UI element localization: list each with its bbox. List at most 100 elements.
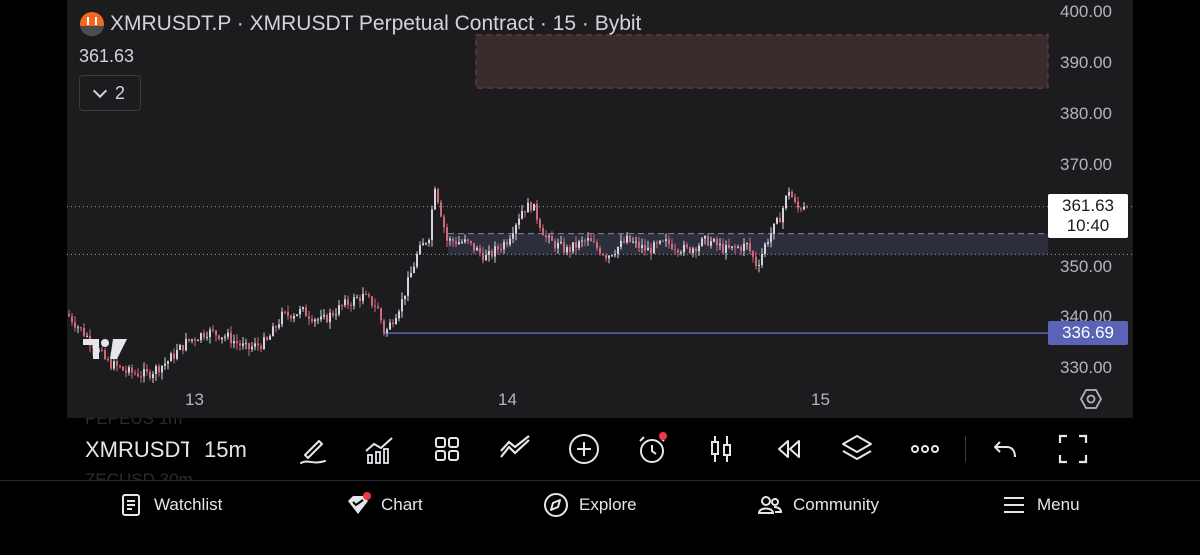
candle-body (500, 249, 502, 251)
candle-body (359, 297, 361, 302)
alert-icon[interactable] (634, 431, 670, 467)
candle-body (200, 333, 202, 341)
undo-icon[interactable] (987, 431, 1023, 467)
nav-chart[interactable]: Chart (345, 492, 423, 517)
candle-body (572, 242, 574, 252)
more-icon[interactable] (907, 431, 943, 467)
candle-body (665, 239, 667, 241)
candle-body (149, 371, 151, 379)
price-chart[interactable] (67, 0, 1133, 418)
candle-body (674, 249, 676, 251)
add-icon[interactable] (566, 431, 602, 467)
candle-body (425, 243, 427, 245)
replay-icon[interactable] (770, 431, 806, 467)
candle-body (209, 329, 211, 337)
candle-body (599, 248, 601, 255)
candle-body (722, 243, 724, 253)
candle-body (488, 250, 490, 255)
candle-body (764, 243, 766, 254)
candle-type-icon[interactable] (703, 431, 739, 467)
candle-body (800, 208, 802, 210)
candle-body (353, 297, 355, 306)
candle-body (416, 253, 418, 267)
candle-body (191, 339, 193, 341)
nav-community-label: Community (793, 495, 879, 514)
candle-body (227, 332, 229, 337)
nav-menu-label: Menu (1037, 495, 1080, 514)
candle-body (677, 249, 679, 253)
candle-body (689, 247, 691, 254)
candle-body (530, 202, 532, 211)
nav-menu[interactable]: Menu (1001, 493, 1080, 517)
candle-body (746, 243, 748, 245)
candle-body (314, 319, 316, 322)
candle-body (533, 203, 535, 211)
candle-body (692, 248, 694, 254)
candle-body (485, 254, 487, 261)
candle-body (80, 327, 82, 329)
layers-icon[interactable] (839, 431, 875, 467)
candle-body (608, 255, 610, 259)
candle-body (68, 313, 70, 317)
compare-icon[interactable] (497, 431, 533, 467)
candle-body (281, 311, 283, 325)
candle-body (326, 314, 328, 323)
candle-body (452, 238, 454, 242)
chevron-down-icon (92, 83, 108, 98)
candle-body (476, 247, 478, 251)
candle-body (398, 311, 400, 319)
candle-body (362, 293, 364, 302)
price-tick: 350.00 (1060, 257, 1112, 276)
candle-body (101, 349, 103, 351)
candle-body (659, 240, 661, 244)
candle-body (773, 223, 775, 234)
nav-watchlist[interactable]: Watchlist (118, 493, 222, 517)
symbol-title[interactable]: XMRUSDT.P · XMRUSDT Perpetual Contract ·… (110, 12, 642, 35)
candle-body (404, 295, 406, 300)
candle-body (617, 246, 619, 254)
candle-body (671, 243, 673, 250)
compass-icon (544, 493, 568, 517)
candle-body (83, 327, 85, 337)
candle-body (554, 240, 556, 249)
candle-body (305, 307, 307, 317)
nav-explore[interactable]: Explore (543, 493, 637, 517)
candle-body (518, 218, 520, 225)
candle-body (758, 264, 760, 266)
candle-body (641, 245, 643, 248)
layouts-icon[interactable] (429, 431, 465, 467)
candle-body (287, 311, 289, 316)
candle-body (389, 322, 391, 330)
chart-tab-icon (348, 492, 371, 514)
candle-body (782, 208, 784, 223)
interval-selector[interactable]: 15m (204, 437, 247, 462)
candle-body (680, 252, 682, 254)
indicators-toggle-button[interactable]: 2 (79, 75, 141, 111)
candle-body (632, 241, 634, 243)
candle-body (194, 339, 196, 341)
candle-body (233, 341, 235, 344)
candle-body (593, 241, 595, 243)
candle-body (467, 239, 469, 241)
toolbar-divider (965, 436, 966, 462)
draw-icon[interactable] (295, 431, 331, 467)
candle-body (212, 329, 214, 331)
chart-panel[interactable] (67, 0, 1133, 418)
watchlist-ghost-below: ZECUSD 30m (85, 470, 193, 480)
price-tick: 390.00 (1060, 53, 1112, 72)
candle-body (569, 247, 571, 252)
candle-body (614, 253, 616, 256)
price-tick: 330.00 (1060, 358, 1112, 377)
candle-body (548, 236, 550, 238)
watchlist-icon (122, 494, 140, 516)
symbol-selector[interactable]: XMRUSDT (85, 437, 189, 462)
indicators-icon[interactable] (361, 431, 397, 467)
candle-body (257, 343, 259, 346)
fullscreen-icon[interactable] (1055, 431, 1091, 467)
current-price-value: 361.63 (1062, 196, 1114, 215)
chart-settings-icon[interactable] (1080, 388, 1102, 410)
candle-body (269, 336, 271, 340)
candle-body (497, 246, 499, 250)
watchlist-ghost-above: PEPEUS 1m (85, 418, 183, 428)
nav-community[interactable]: Community (757, 493, 879, 517)
